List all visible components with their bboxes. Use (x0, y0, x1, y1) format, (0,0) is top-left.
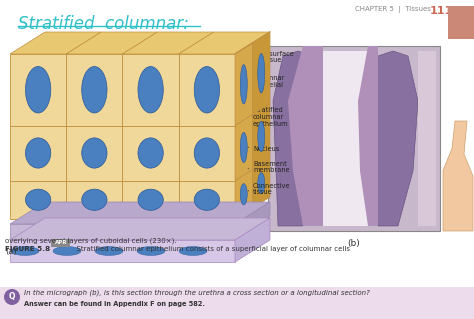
Polygon shape (235, 43, 253, 125)
Polygon shape (122, 125, 179, 181)
Circle shape (4, 289, 20, 305)
Ellipse shape (95, 247, 123, 256)
Polygon shape (122, 32, 214, 54)
Text: APR: APR (55, 241, 67, 246)
Text: In the micrograph (b), is this section through the urethra a cross section or a : In the micrograph (b), is this section t… (24, 289, 370, 296)
Text: Nucleus: Nucleus (253, 146, 279, 152)
Ellipse shape (26, 67, 51, 113)
Polygon shape (235, 115, 253, 181)
Text: Free surface
of tissue: Free surface of tissue (253, 50, 294, 63)
Polygon shape (179, 32, 270, 54)
Polygon shape (235, 218, 270, 262)
Ellipse shape (258, 173, 265, 194)
Ellipse shape (82, 138, 107, 168)
Ellipse shape (194, 138, 219, 168)
Polygon shape (253, 103, 270, 169)
Bar (448, 6, 474, 39)
Ellipse shape (137, 247, 165, 256)
Polygon shape (235, 169, 253, 219)
Polygon shape (235, 32, 270, 54)
Bar (0, 287, 474, 319)
Text: Basement
membrane: Basement membrane (253, 160, 290, 174)
Text: Answer can be found in Appendix F on page 582.: Answer can be found in Appendix F on pag… (24, 301, 205, 307)
Bar (418, 51, 436, 226)
Polygon shape (122, 54, 179, 125)
Polygon shape (10, 202, 270, 224)
Text: overlying several layers of cuboidal cells (230×).: overlying several layers of cuboidal cel… (5, 237, 177, 243)
Polygon shape (66, 32, 157, 54)
Text: FIGURE 5.8: FIGURE 5.8 (5, 246, 53, 252)
Ellipse shape (240, 132, 247, 163)
Polygon shape (10, 218, 270, 240)
Bar (323, 51, 378, 226)
Polygon shape (253, 32, 270, 115)
Polygon shape (122, 181, 179, 219)
Polygon shape (235, 202, 270, 238)
Text: (b): (b) (347, 239, 360, 248)
Ellipse shape (194, 67, 219, 113)
Text: (a): (a) (5, 247, 17, 256)
Ellipse shape (138, 138, 163, 168)
Ellipse shape (240, 184, 247, 205)
Text: Stratified columnar epithelium consists of a superficial layer of columnar cells: Stratified columnar epithelium consists … (72, 246, 350, 252)
Polygon shape (66, 125, 122, 181)
Ellipse shape (258, 54, 265, 93)
Polygon shape (273, 51, 323, 226)
Polygon shape (10, 181, 66, 219)
Ellipse shape (138, 189, 163, 210)
Ellipse shape (179, 247, 207, 256)
Ellipse shape (138, 67, 163, 113)
Polygon shape (443, 121, 473, 231)
Polygon shape (368, 51, 418, 226)
Text: 111: 111 (430, 6, 453, 16)
Polygon shape (358, 46, 378, 226)
Text: Stratified
columnar
epithelium: Stratified columnar epithelium (253, 107, 289, 127)
Polygon shape (10, 54, 66, 125)
Text: CHAPTER 5  |  Tissues: CHAPTER 5 | Tissues (355, 6, 431, 13)
Polygon shape (179, 54, 235, 125)
Ellipse shape (82, 189, 107, 210)
Polygon shape (179, 181, 235, 219)
Ellipse shape (53, 247, 81, 256)
Text: Columnar
epithelial
cell: Columnar epithelial cell (253, 75, 285, 95)
Polygon shape (66, 181, 122, 219)
Polygon shape (10, 240, 235, 262)
FancyBboxPatch shape (52, 239, 71, 247)
Polygon shape (253, 159, 270, 208)
Polygon shape (288, 46, 323, 226)
Bar (268, 46, 440, 231)
Polygon shape (10, 224, 235, 238)
Ellipse shape (26, 189, 51, 210)
Polygon shape (10, 125, 66, 181)
Text: Connective
tissue: Connective tissue (253, 182, 291, 196)
Ellipse shape (240, 64, 247, 104)
Polygon shape (66, 54, 122, 125)
Ellipse shape (26, 138, 51, 168)
Ellipse shape (194, 189, 219, 210)
Polygon shape (10, 32, 101, 54)
Ellipse shape (11, 247, 39, 256)
Polygon shape (179, 125, 235, 181)
Text: Stratified  columnar:: Stratified columnar: (18, 15, 189, 33)
Ellipse shape (82, 67, 107, 113)
Ellipse shape (258, 121, 265, 152)
Text: Q: Q (9, 293, 15, 301)
